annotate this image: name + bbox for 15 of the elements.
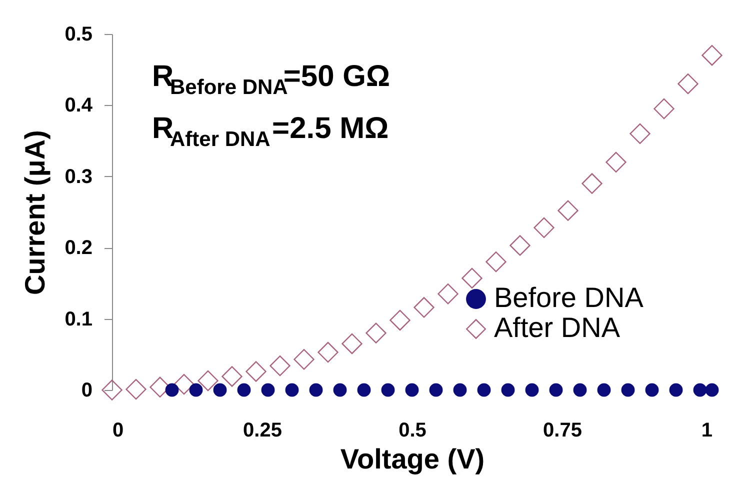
y-tick-label: 0 bbox=[81, 380, 92, 402]
y-tick-label: 0.5 bbox=[64, 24, 92, 46]
x-tick-label: 0.25 bbox=[243, 420, 282, 442]
y-tick-label: 0.3 bbox=[64, 166, 92, 188]
y-tick-label: 0.1 bbox=[64, 308, 92, 330]
x-tick-label: 0 bbox=[112, 420, 124, 442]
y-tick-label: 0.2 bbox=[64, 237, 92, 260]
y-tick-label: 0.4 bbox=[64, 94, 94, 117]
legend-label: After DNA bbox=[494, 312, 620, 343]
x-axis-title: Voltage (V) bbox=[340, 444, 485, 474]
y-axis-title: Current (μA) bbox=[20, 130, 51, 295]
legend-label: Before DNA bbox=[494, 282, 644, 313]
x-tick-label: 1 bbox=[701, 420, 712, 442]
x-tick-label: 0.75 bbox=[543, 420, 582, 442]
x-tick-label: 0.5 bbox=[398, 420, 426, 442]
